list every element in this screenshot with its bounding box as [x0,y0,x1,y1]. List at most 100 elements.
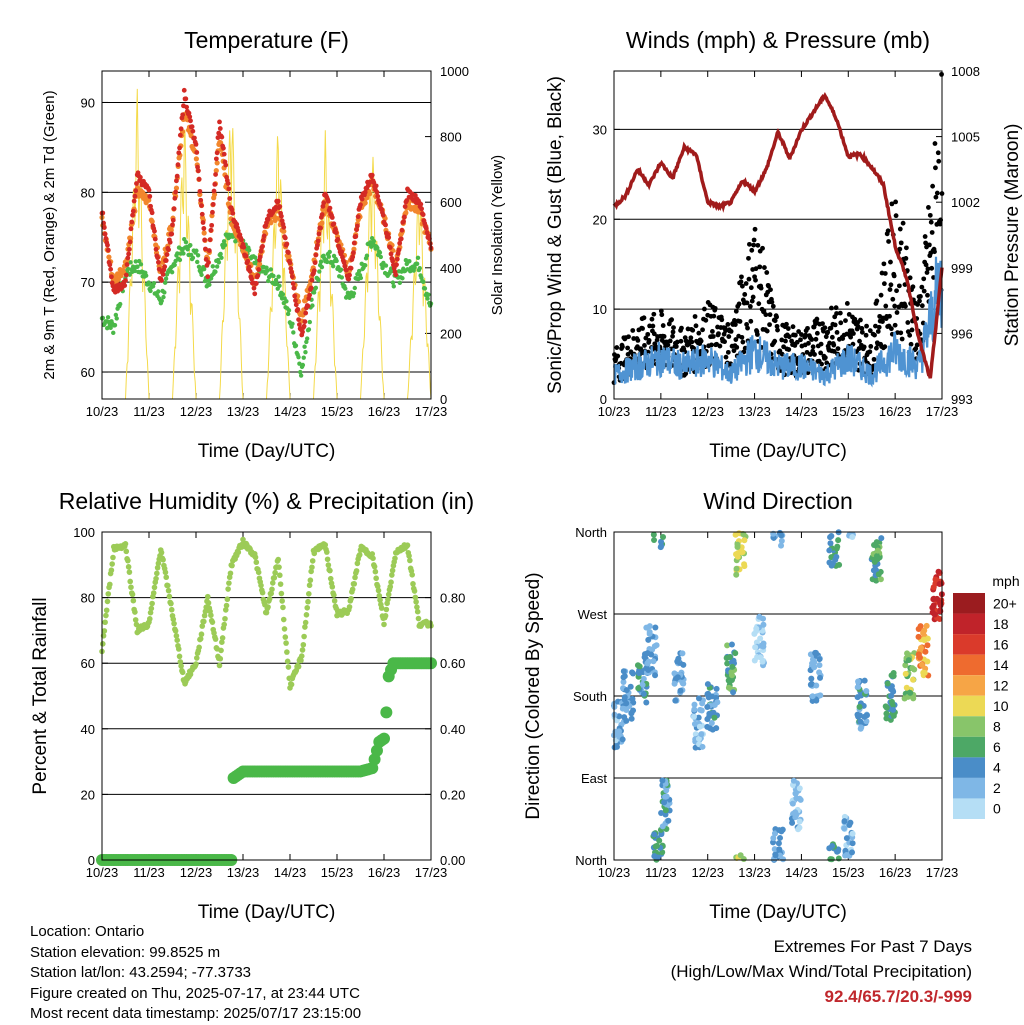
series-t2m-point [404,198,410,203]
series-td-point [391,284,396,289]
series-gust-point [796,329,802,334]
series-td-point [222,242,228,248]
series-t2m-point [399,227,405,233]
series-rh-point [387,583,394,590]
series-t2m-point [265,217,271,222]
series-direction-point [725,677,732,684]
series-t2m-point [183,96,189,102]
colorbar-label: 18 [993,616,1009,632]
series-t2m-point [153,246,159,252]
y-axis-title: Direction (Colored By Speed) [523,572,544,819]
series-rh-point [252,554,259,561]
series-td-point [137,258,142,264]
series-td-point [310,303,315,308]
y-tick-label: 10 [593,302,607,317]
series-gust-point [748,318,754,324]
series-direction-point [856,703,863,710]
series-t2m-point [195,164,200,170]
series-t2m-point [347,272,352,278]
series-gust-point [935,150,941,156]
series-direction-point [658,538,665,545]
series-direction-point [706,710,713,717]
series-rh-point [108,567,115,573]
series-rh-point [306,591,312,597]
series-t2m-point [170,222,175,228]
series-rh-point [352,574,358,581]
series-direction-point [756,613,763,620]
x-tick-label: 14/23 [274,404,307,419]
series-rh-point [331,598,338,604]
series-t2m-point [373,183,379,189]
series-gust-point [864,323,869,329]
series-t2m-point [176,150,182,156]
y-tick-right-label: 0 [440,392,447,407]
series-gust-point [725,321,731,327]
series-direction-point [888,672,895,679]
series-gust-point [734,344,740,350]
series-rh-point [146,616,153,622]
series-gust-point [894,310,900,315]
series-td-point [307,319,312,325]
series-rh-point [295,663,302,670]
series-t2m-point [184,104,190,110]
series-gust-point [658,308,664,314]
series-direction-point [915,626,922,633]
series-gust-point [728,329,734,334]
series-gust-point [871,356,877,362]
x-tick-label: 11/23 [133,865,165,880]
series-rh-point [104,598,111,605]
x-tick-label: 12/23 [691,404,724,419]
series-direction-point [733,571,740,578]
series-rh-point [305,598,311,605]
series-gust-point [926,205,931,210]
series-rh-point [298,657,304,664]
series-t2m-point [394,262,399,268]
series-rh-point [279,598,285,604]
series-direction-point [937,602,944,609]
series-gust-point [923,240,928,246]
series-direction-point [640,675,647,682]
series-gust-point [929,230,935,235]
series-t2m-point [316,231,322,237]
series-t2m-point [333,230,339,235]
series-td-point [218,251,223,257]
series-rh-point [389,567,396,574]
series-gust-point [689,339,695,345]
series-gust-point [783,338,788,344]
series-gust-point [716,331,721,336]
series-gust-point [752,226,758,232]
series-direction-point [871,541,878,548]
x-tick-label: 13/23 [227,404,260,419]
station-latlon: Station lat/lon: 43.2594; -77.3733 [30,964,252,981]
series-td-point [390,280,396,285]
series-td-point [100,315,106,321]
series-td-point [414,261,420,267]
series-t2m-point [192,135,197,141]
series-rh-point [212,636,219,642]
series-gust-point [824,360,830,366]
series-gust-point [785,326,791,331]
series-rh-point [165,587,172,594]
series-t9m-point [168,227,174,233]
series-gust-point [744,322,750,327]
series-gust-point [932,141,938,146]
series-direction-point [713,725,720,732]
series-t2m-point [225,181,231,186]
series-gust-point [928,219,934,225]
series-gust-point [887,313,892,319]
series-t2m-point [181,87,187,93]
series-gust-point [890,296,896,302]
series-t2m-point [339,249,345,255]
series-gust-point [762,265,767,270]
series-rh-point [374,583,381,590]
series-gust-point [898,330,904,336]
y-axis-title: Sonic/Prop Wind & Gust (Blue, Black) [545,76,566,394]
colorbar-label: 6 [993,739,1001,755]
series-t2m-point [127,239,133,245]
series-t2m-point [369,172,375,178]
series-rh-point [209,619,216,625]
series-td-point [400,276,405,281]
series-rh-point [325,562,332,568]
series-rh-point [269,586,275,593]
